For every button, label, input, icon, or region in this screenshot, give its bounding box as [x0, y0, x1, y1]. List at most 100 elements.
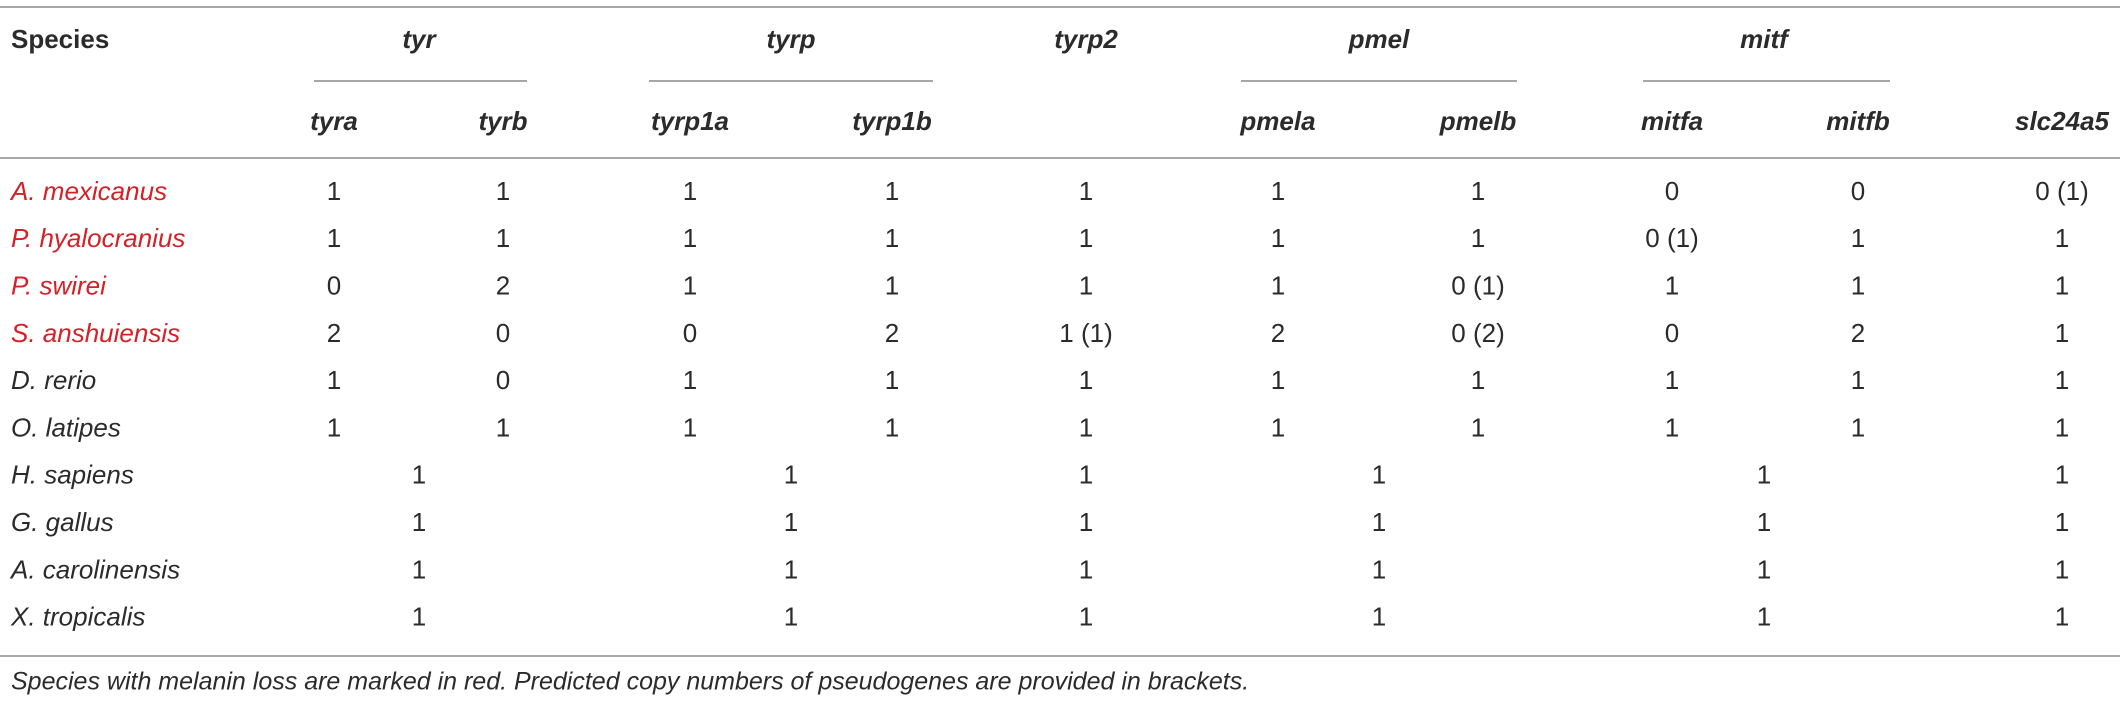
species-name: P. swirei [11, 270, 107, 300]
gene-header: pmela [1239, 106, 1315, 136]
cell: 1 [1851, 223, 1865, 253]
cell: 1 [2055, 554, 2069, 584]
cell: 1 [2055, 270, 2069, 300]
cell: 1 [412, 602, 426, 632]
cell: 1 [496, 176, 510, 206]
cell: 1 [885, 365, 899, 395]
cell: 1 [1372, 460, 1386, 490]
cell: 1 [327, 176, 341, 206]
cell: 1 [1757, 507, 1771, 537]
cell: 1 [327, 365, 341, 395]
cell: 1 [784, 507, 798, 537]
cell: 1 [1079, 176, 1093, 206]
cell: 1 [2055, 318, 2069, 348]
cell: 2 [1851, 318, 1865, 348]
cell: 1 [1665, 412, 1679, 442]
group-header: tyr [402, 24, 437, 54]
gene-header: slc24a5 [2015, 106, 2110, 136]
cell: 1 [885, 176, 899, 206]
cell: 1 [885, 270, 899, 300]
species-name: H. sapiens [11, 460, 134, 490]
cell: 1 [683, 365, 697, 395]
cell: 1 [2055, 223, 2069, 253]
cell: 2 [885, 318, 899, 348]
cell: 1 [1372, 554, 1386, 584]
cell: 1 [1079, 365, 1093, 395]
cell: 0 [683, 318, 697, 348]
cell: 1 [327, 412, 341, 442]
species-name: S. anshuiensis [11, 318, 180, 348]
cell: 1 [2055, 365, 2069, 395]
cell: 1 [683, 412, 697, 442]
cell: 1 [496, 412, 510, 442]
gene-header: mitfa [1641, 106, 1703, 136]
cell: 1 [1757, 554, 1771, 584]
cell: 0 (1) [1645, 223, 1698, 253]
cell: 1 [1851, 270, 1865, 300]
cell: 1 [784, 554, 798, 584]
cell: 1 [2055, 602, 2069, 632]
cell: 0 [1665, 176, 1679, 206]
footnote: Species with melanin loss are marked in … [11, 668, 1249, 696]
gene-header: tyrb [478, 106, 527, 136]
cell: 1 [1271, 270, 1285, 300]
species-name: P. hyalocranius [11, 223, 185, 253]
cell: 1 [1079, 507, 1093, 537]
cell: 1 [1372, 507, 1386, 537]
cell: 1 [2055, 460, 2069, 490]
species-name: X. tropicalis [10, 602, 145, 632]
cell: 1 [412, 507, 426, 537]
cell: 2 [496, 270, 510, 300]
cell: 1 [683, 176, 697, 206]
species-name: G. gallus [11, 507, 114, 537]
species-name: A. mexicanus [9, 176, 167, 206]
species-name: O. latipes [11, 412, 121, 442]
cell: 1 [1757, 602, 1771, 632]
cell: 1 [683, 270, 697, 300]
cell: 1 [2055, 412, 2069, 442]
cell: 1 [1079, 270, 1093, 300]
group-header: pmel [1348, 24, 1410, 54]
species-name: D. rerio [11, 365, 96, 395]
cell: 1 [1665, 365, 1679, 395]
cell: 2 [1271, 318, 1285, 348]
cell: 0 [1851, 176, 1865, 206]
species-header: Species [11, 24, 109, 54]
cell: 1 [412, 460, 426, 490]
cell: 1 [1372, 602, 1386, 632]
cell: 1 [1471, 176, 1485, 206]
cell: 0 [496, 365, 510, 395]
cell: 1 [1851, 365, 1865, 395]
group-header: tyrp2 [1054, 24, 1118, 54]
gene-header: tyrp1b [852, 106, 932, 136]
cell: 1 [496, 223, 510, 253]
cell: 1 [2055, 507, 2069, 537]
cell: 0 (1) [1451, 270, 1504, 300]
cell: 1 [1471, 365, 1485, 395]
cell: 1 [784, 602, 798, 632]
cell: 1 [1471, 223, 1485, 253]
gene-header: pmelb [1439, 106, 1517, 136]
cell: 1 [412, 554, 426, 584]
gene-header: mitfb [1826, 106, 1890, 136]
cell: 1 [1757, 460, 1771, 490]
cell: 1 (1) [1059, 318, 1112, 348]
cell: 1 [1471, 412, 1485, 442]
cell: 1 [1079, 460, 1093, 490]
cell: 0 [496, 318, 510, 348]
cell: 0 (1) [2035, 176, 2088, 206]
cell: 1 [1079, 412, 1093, 442]
cell: 1 [1079, 554, 1093, 584]
cell: 0 (2) [1451, 318, 1504, 348]
cell: 1 [1271, 176, 1285, 206]
cell: 1 [1079, 223, 1093, 253]
gene-header: tyra [310, 106, 358, 136]
cell: 1 [1079, 602, 1093, 632]
cell: 0 [1665, 318, 1679, 348]
species-name: A. carolinensis [9, 554, 180, 584]
gene-header: tyrp1a [651, 106, 729, 136]
cell: 1 [1665, 270, 1679, 300]
cell: 1 [683, 223, 697, 253]
cell: 1 [327, 223, 341, 253]
